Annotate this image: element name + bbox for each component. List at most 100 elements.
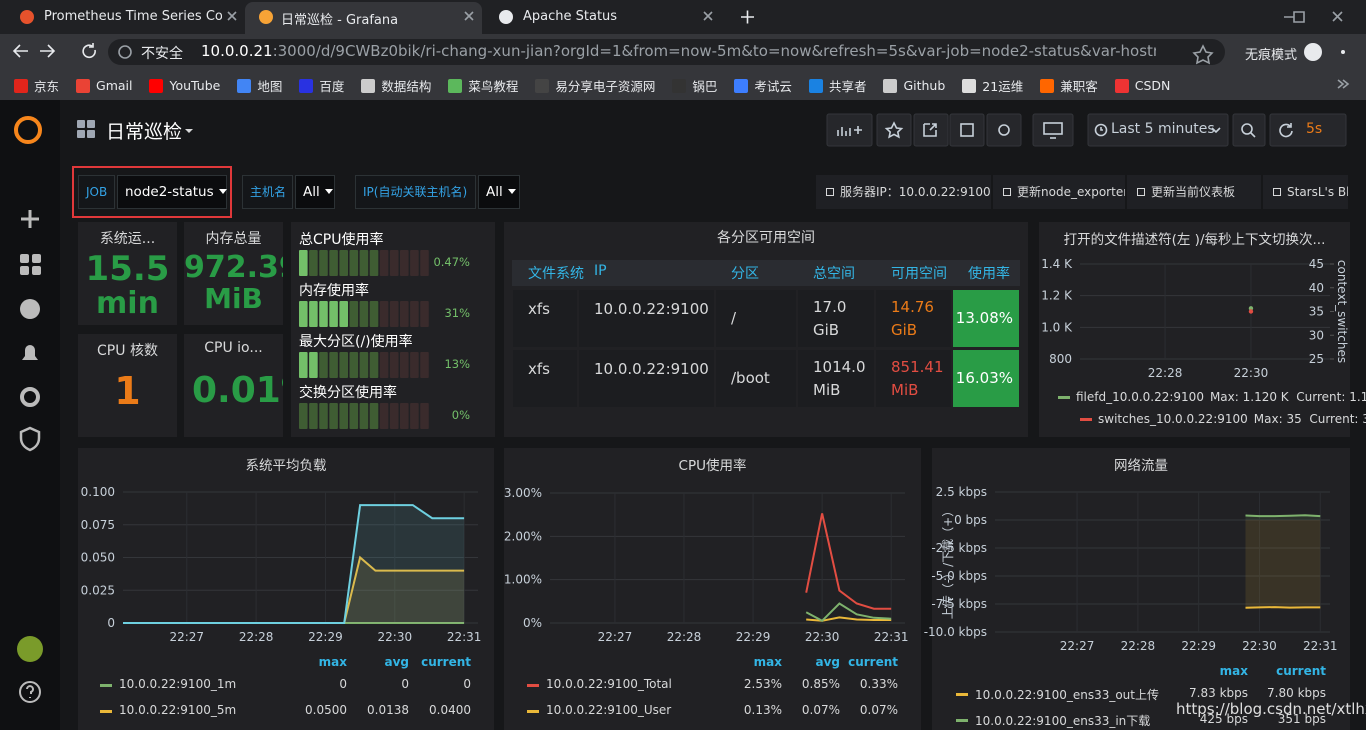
legend-name[interactable]: 10.0.0.22:9100_Total: [546, 677, 672, 691]
explore-icon[interactable]: [20, 299, 40, 319]
gauge-name: 最大分区(/)使用率: [299, 334, 413, 350]
bookmark-label[interactable]: YouTube: [169, 78, 221, 93]
bookmark[interactable]: 数据结构: [361, 76, 431, 95]
avatar[interactable]: [17, 636, 43, 662]
variable-value[interactable]: All: [486, 184, 503, 200]
variable-select[interactable]: All: [478, 175, 520, 209]
dashboard-link[interactable]: 更新node_exporter: [993, 175, 1125, 209]
bookmark-label[interactable]: Github: [903, 78, 946, 93]
bookmark[interactable]: 共享者: [808, 76, 867, 95]
legend-stat: 0.13%: [743, 703, 782, 717]
variable-value[interactable]: node2-status: [125, 184, 214, 200]
bookmark[interactable]: 地图: [237, 76, 282, 95]
legend-name[interactable]: 10.0.0.22:9100_User: [546, 703, 672, 717]
legend-name[interactable]: 10.0.0.22:9100_ens33_out上传: [975, 688, 1159, 702]
bookmark-icon: [883, 78, 898, 93]
bookmark-label[interactable]: 地图: [257, 79, 283, 94]
bookmark-label[interactable]: 易分享电子资源网: [555, 79, 656, 94]
info-icon: [118, 45, 132, 59]
column-header[interactable]: 分区: [731, 266, 759, 282]
tab-title[interactable]: Prometheus Time Series Collec: [44, 9, 222, 24]
bookmark[interactable]: 考试云: [734, 76, 792, 95]
column-header[interactable]: 文件系统: [528, 266, 584, 282]
tab-title[interactable]: 日常巡检 - Grafana: [281, 13, 399, 28]
legend-name[interactable]: 10.0.0.22:9100_5m: [119, 703, 237, 717]
config-icon[interactable]: [20, 387, 40, 407]
variable-select[interactable]: All: [295, 175, 335, 209]
bookmark-label[interactable]: 锅巴: [692, 79, 718, 94]
more-bookmarks[interactable]: [1337, 79, 1350, 89]
bookmark-label[interactable]: 百度: [319, 79, 345, 94]
bookmark[interactable]: 京东: [14, 76, 59, 95]
bookmark[interactable]: Gmail: [76, 76, 132, 95]
active-tab[interactable]: [245, 2, 482, 34]
bookmark-label[interactable]: CSDN: [1134, 78, 1171, 93]
variable-select[interactable]: node2-status: [117, 175, 227, 209]
legend-header[interactable]: avg: [384, 655, 409, 669]
dashboard-link[interactable]: StarsL's Blog: [1263, 175, 1348, 209]
table-cell: 17.0 GiB: [798, 290, 874, 347]
help-icon[interactable]: [19, 681, 41, 703]
bookmark-label[interactable]: Gmail: [96, 78, 133, 93]
window-controls[interactable]: [1284, 11, 1343, 23]
legend-header[interactable]: current: [848, 655, 898, 669]
tab-title[interactable]: Apache Status: [523, 9, 618, 24]
bookmark[interactable]: 菜鸟教程: [448, 76, 518, 95]
cell-text: /: [731, 309, 737, 327]
tab-close[interactable]: [227, 11, 713, 21]
bookmark-label[interactable]: 考试云: [754, 79, 792, 94]
nav-buttons[interactable]: [12, 44, 56, 58]
dashboard-link[interactable]: 更新当前仪表板: [1127, 175, 1261, 209]
variable-value[interactable]: All: [303, 184, 320, 200]
dashboard-title[interactable]: 日常巡检: [106, 121, 183, 143]
help-icon[interactable]: [26, 685, 34, 698]
reload[interactable]: [82, 43, 96, 59]
bookmark-label[interactable]: 菜鸟教程: [468, 79, 519, 94]
dashboards-icon[interactable]: [20, 254, 41, 275]
cell-text: 851.41 MiB: [891, 357, 944, 399]
bookmark-label[interactable]: 京东: [34, 79, 60, 94]
legend-header[interactable]: max: [753, 655, 782, 669]
bookmark[interactable]: 易分享电子资源网: [535, 76, 655, 95]
incognito-icon: [1304, 43, 1322, 61]
menu[interactable]: [1341, 50, 1345, 54]
legend-header[interactable]: current: [1276, 664, 1326, 678]
alert-icon[interactable]: [22, 345, 38, 360]
table-cell: 851.41 MiB: [876, 350, 951, 407]
omnibox[interactable]: [108, 39, 1225, 65]
bookmark-label[interactable]: 数据结构: [381, 79, 432, 94]
legend-name[interactable]: 10.0.0.22:9100_1m: [119, 677, 237, 691]
title-caret[interactable]: [185, 129, 193, 133]
bookmark-label[interactable]: 共享者: [828, 79, 867, 94]
bookmark[interactable]: 兼职客: [1040, 76, 1098, 95]
dashboard-link[interactable]: 服务器IP：10.0.0.22:9100: [816, 175, 991, 209]
add-icon[interactable]: [21, 210, 39, 228]
legend-name[interactable]: 10.0.0.22:9100_ens33_in下载: [975, 714, 1151, 728]
column-header[interactable]: 总空间: [813, 266, 855, 282]
refresh-interval[interactable]: 5s: [1306, 121, 1323, 137]
toolbar-buttons[interactable]: [826, 113, 1347, 147]
time-range[interactable]: Last 5 minutes: [1111, 121, 1215, 137]
bookmark[interactable]: 21运维: [962, 76, 1023, 95]
bookmark[interactable]: Github: [883, 76, 945, 95]
column-header[interactable]: IP: [594, 263, 607, 279]
legend-header[interactable]: max: [318, 655, 347, 669]
legend-values: Max: 35 Current: 35: [1253, 412, 1366, 426]
legend-header[interactable]: avg: [815, 655, 840, 669]
legend-swatch: [1080, 417, 1092, 421]
admin-icon[interactable]: [19, 426, 41, 452]
column-header[interactable]: 使用率: [968, 266, 1010, 282]
legend-header[interactable]: max: [1219, 664, 1248, 678]
legend-header[interactable]: current: [421, 655, 471, 669]
bookmark-label[interactable]: 21运维: [982, 79, 1024, 94]
bookmark-icon: [14, 78, 28, 93]
bookmark[interactable]: CSDN: [1114, 76, 1171, 95]
bookmark-label[interactable]: 兼职客: [1060, 79, 1098, 94]
column-header[interactable]: 可用空间: [891, 266, 947, 282]
bookmark-star[interactable]: [1192, 44, 1214, 65]
bookmark[interactable]: 百度: [299, 76, 344, 95]
bookmark[interactable]: 锅巴: [672, 76, 717, 95]
new-tab[interactable]: [741, 10, 754, 24]
grafana-logo[interactable]: [14, 116, 42, 144]
bookmark[interactable]: YouTube: [149, 76, 220, 95]
